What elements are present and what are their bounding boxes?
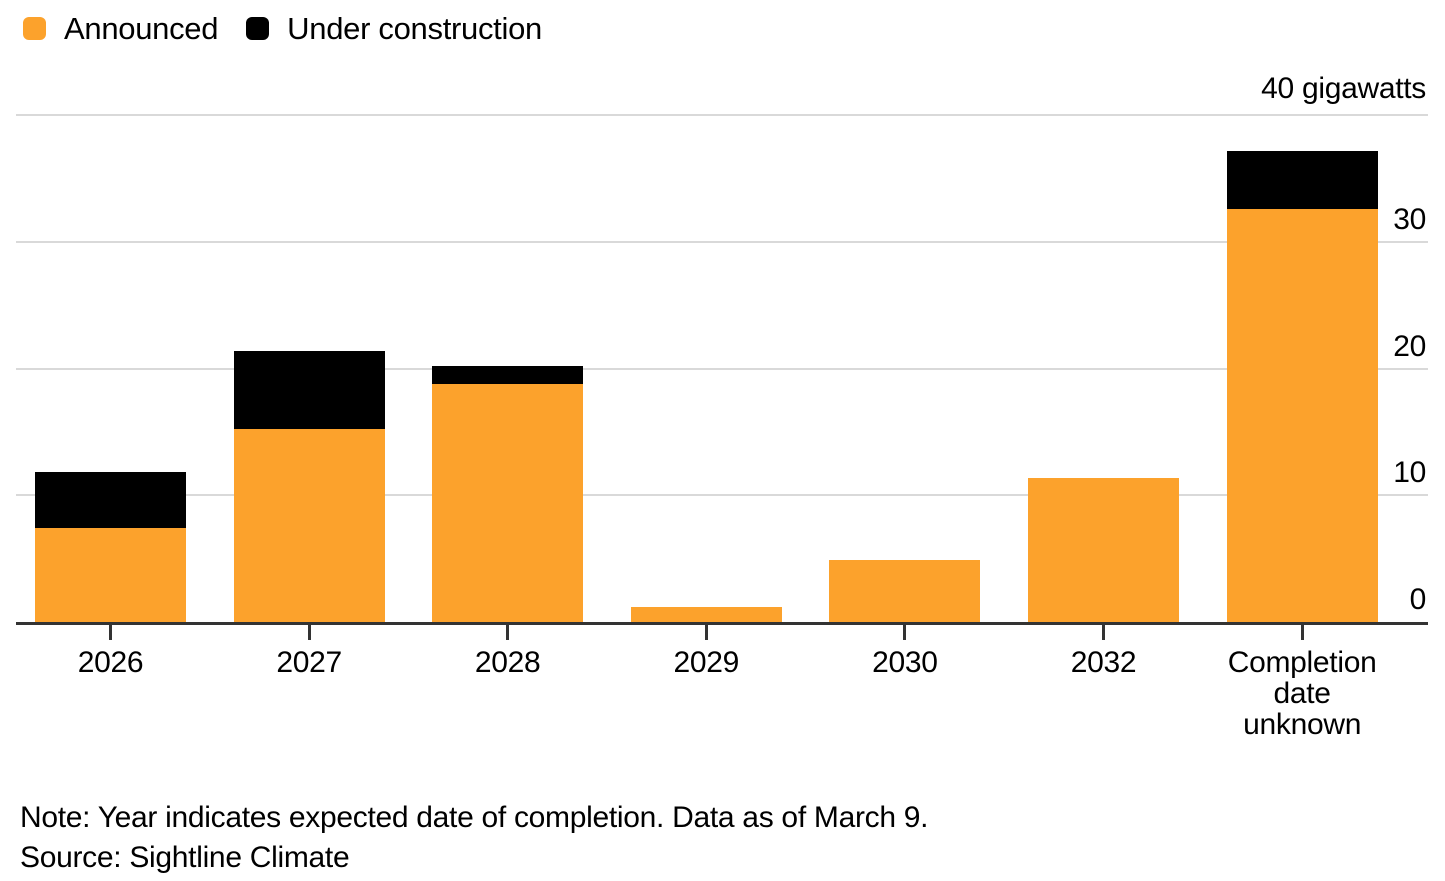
y-axis-label-30: 30 — [1393, 202, 1426, 236]
source-text: Source: Sightline Climate — [20, 841, 350, 874]
note-text: Note: Year indicates expected date of co… — [20, 801, 929, 834]
y-axis-label-20: 20 — [1393, 329, 1426, 363]
bar-under-construction-2028 — [432, 365, 584, 384]
x-tick-2027 — [307, 625, 311, 640]
legend-label-announced: Announced — [64, 11, 219, 46]
x-axis-label-Completion date unknown: Completion date unknown — [1227, 646, 1377, 741]
legend-item-announced: Announced — [23, 13, 218, 44]
x-axis-label-2027: 2027 — [276, 646, 342, 679]
bar-announced-2029 — [630, 606, 782, 622]
y-axis-label-10: 10 — [1393, 456, 1426, 490]
gridline-10 — [16, 494, 1428, 497]
bar-announced-2032 — [1028, 477, 1179, 622]
x-tick-2030 — [903, 625, 907, 640]
y-axis-label-0: 0 — [1409, 583, 1427, 616]
x-axis-label-2029: 2029 — [673, 646, 740, 679]
x-axis-label-2028: 2028 — [474, 646, 541, 679]
x-axis-label-2030: 2030 — [872, 646, 938, 679]
x-axis-label-2026: 2026 — [77, 646, 144, 679]
gridline-20 — [16, 367, 1428, 370]
x-axis: 2026 2027 2028 2029 2030 2032 Completion date … — [0, 625, 1445, 755]
x-tick-2026 — [109, 625, 112, 640]
gridline-30 — [16, 240, 1428, 243]
x-tick-2028 — [506, 625, 510, 640]
footer: Note: Year indicates expected date of co… — [20, 798, 929, 878]
announced-swatch-icon — [23, 17, 46, 40]
under-construction-swatch-icon — [246, 17, 270, 40]
x-tick-2029 — [704, 625, 708, 640]
bar-announced-2030 — [829, 559, 981, 622]
bar-announced-Completion date unknown — [1226, 208, 1378, 622]
y-axis-unit-label: 40 gigawatts — [1261, 72, 1426, 105]
x-tick-2032 — [1102, 625, 1105, 640]
x-tick-Completion date unknown — [1300, 625, 1304, 640]
bar-under-construction-2027 — [233, 350, 385, 430]
bar-announced-2026 — [35, 528, 186, 622]
bar-announced-2027 — [233, 429, 385, 622]
legend-label-under-construction: Under construction — [287, 11, 542, 46]
legend-item-under-construction: Under construction — [246, 13, 542, 44]
bar-under-construction-Completion date unknown — [1226, 150, 1378, 209]
bar-under-construction-2026 — [35, 472, 186, 529]
legend: Announced Under construction — [23, 13, 542, 44]
gridline-40 — [16, 114, 1428, 116]
x-axis-label-2032: 2032 — [1070, 646, 1137, 679]
plot-area: 0 10 20 30 — [16, 114, 1428, 625]
bar-announced-2028 — [432, 383, 584, 622]
